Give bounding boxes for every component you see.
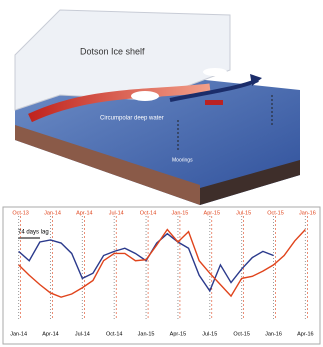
x-tick-label: Apr-16: [297, 331, 314, 337]
ice-floe: [131, 91, 159, 101]
x-tick-label: Oct-15: [233, 331, 250, 337]
x-tick-label: Apr-15: [170, 331, 187, 337]
label: Moorings: [172, 157, 193, 163]
ice-floe: [203, 68, 227, 76]
x2-tick-label: Jan-16: [299, 210, 316, 216]
series-line: [19, 230, 306, 298]
label: Glacier melt water: [236, 64, 284, 70]
x2-tick-label: Jul-15: [236, 210, 251, 216]
x-tick-label: Jul-15: [202, 331, 217, 337]
x-tick-label: Oct-14: [106, 331, 123, 337]
x-tick-label: Jan-14: [10, 331, 27, 337]
ship: [205, 100, 223, 105]
x2-tick-label: Oct-13: [12, 210, 29, 216]
x-tick-label: Jan-16: [265, 331, 282, 337]
x2-tick-label: Oct-14: [140, 210, 157, 216]
x2-tick-label: Jul-14: [109, 210, 124, 216]
label: Circumpolar deep water: [100, 116, 164, 122]
x2-tick-label: Apr-15: [204, 210, 221, 216]
figure: Dotson Ice shelf Glacier melt water Circ…: [0, 0, 323, 347]
x2-tick-label: Oct-15: [267, 210, 284, 216]
x-tick-label: Jul-14: [75, 331, 90, 337]
annotation: 74 days lag: [18, 230, 49, 236]
chart-frame: [3, 207, 320, 344]
label: Dotson Ice shelf: [80, 46, 145, 56]
illustration: Dotson Ice shelf Glacier melt water Circ…: [15, 10, 300, 205]
x-tick-label: Jan-15: [138, 331, 155, 337]
x-tick-label: Apr-14: [42, 331, 59, 337]
x2-tick-label: Jan-15: [172, 210, 189, 216]
x2-tick-label: Jan-14: [44, 210, 61, 216]
arrow-head: [250, 74, 262, 86]
x2-tick-label: Apr-14: [76, 210, 93, 216]
plot: Jan-14 Apr-14 Jul-14 Oct-14 Jan-15 Apr-15 Jul-…: [10, 210, 316, 337]
